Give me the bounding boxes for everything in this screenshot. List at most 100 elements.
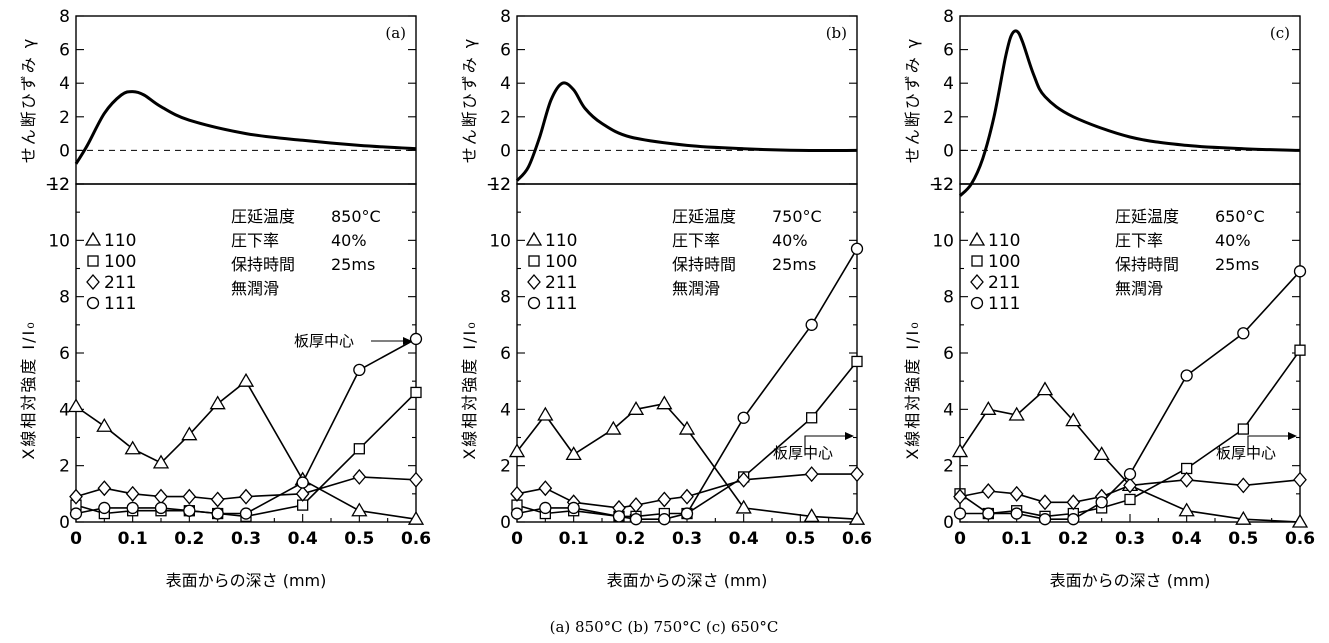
bottom-ytick-label: 0 — [59, 513, 70, 533]
top-ytick-label: 6 — [943, 41, 954, 61]
top-ylabel: せん断ひずみ γ — [903, 37, 922, 164]
bottom-ytick-label: 6 — [59, 344, 70, 364]
top-ytick-label: −2 — [486, 175, 511, 195]
data-point-211 — [295, 485, 310, 502]
data-point-110 — [803, 508, 820, 523]
data-point-111 — [1010, 507, 1023, 520]
data-point-211 — [1066, 494, 1081, 511]
condition-value: 40% — [331, 231, 367, 250]
xtick-label: 0 — [511, 529, 523, 549]
conditions-block: 圧延温度 850°C 圧下率 40% 保持時間 25ms 無潤滑 — [231, 207, 381, 298]
data-point-100 — [806, 412, 818, 424]
series-111 — [510, 242, 864, 526]
data-point-111 — [737, 411, 750, 424]
data-point-111 — [1180, 369, 1193, 382]
top-plot-frame — [959, 15, 1301, 185]
xtick-label: 0.5 — [785, 529, 815, 549]
series-line-111 — [516, 248, 858, 521]
xtick-label: 0.6 — [401, 529, 431, 549]
legend-marker-111 — [970, 296, 984, 310]
center-label: 板厚中心 — [773, 444, 833, 462]
condition-label: 無潤滑 — [231, 279, 279, 298]
data-point-111 — [183, 504, 196, 517]
data-point-111 — [658, 513, 671, 526]
data-point-111 — [567, 501, 580, 515]
legend-label: 100 — [988, 252, 1020, 272]
series-line-110 — [75, 379, 417, 520]
bottom-ytick-label: 8 — [943, 288, 954, 308]
condition-label: 圧延温度 — [1115, 207, 1179, 226]
top-ytick-label: 8 — [943, 7, 954, 27]
data-point-111 — [1123, 467, 1137, 481]
data-point-111 — [539, 501, 552, 515]
top-ytick-label: 2 — [500, 108, 511, 128]
data-point-111 — [1293, 265, 1307, 278]
legend-marker-110 — [968, 231, 986, 246]
top-ytick-label: −2 — [45, 175, 70, 195]
top-ytick-label: 2 — [943, 108, 954, 128]
data-point-111 — [211, 507, 224, 520]
top-ytick-label: 8 — [500, 7, 511, 27]
legend-marker-100 — [528, 255, 540, 267]
bottom-ytick-label: 0 — [943, 513, 954, 533]
data-point-211 — [1236, 477, 1251, 494]
data-point-110 — [537, 406, 554, 421]
series-111 — [953, 265, 1307, 526]
series-line-211 — [959, 478, 1301, 504]
data-point-111 — [612, 510, 626, 523]
legend-label: 110 — [988, 231, 1020, 251]
data-point-211 — [69, 488, 83, 505]
data-point-100 — [1237, 423, 1249, 435]
data-point-111 — [126, 501, 139, 515]
condition-value: 25ms — [1215, 255, 1259, 274]
top-ytick-label: 6 — [500, 41, 511, 61]
data-point-110 — [1235, 510, 1252, 525]
condition-label: 圧下率 — [672, 231, 720, 250]
bottom-ytick-label: 0 — [500, 513, 511, 533]
data-point-110 — [237, 372, 255, 387]
center-arrow-line — [804, 435, 849, 451]
legend-label: 211 — [545, 273, 577, 293]
data-point-211 — [125, 485, 140, 502]
condition-value: 850°C — [331, 207, 381, 226]
data-point-211 — [538, 480, 553, 497]
series-line-100 — [516, 360, 858, 518]
condition-label: 保持時間 — [672, 255, 736, 274]
data-point-110 — [1065, 412, 1082, 427]
data-point-111 — [409, 332, 423, 346]
xlabel: 表面からの深さ (mm) — [607, 571, 768, 590]
data-point-100 — [1124, 493, 1136, 506]
data-point-111 — [69, 507, 83, 520]
legend-label: 111 — [988, 294, 1020, 314]
data-point-211 — [1038, 494, 1052, 511]
xtick-label: 0.1 — [559, 529, 589, 549]
bottom-ylabel: X線相対強度 I/I₀ — [903, 320, 922, 459]
bottom-ytick-label: 6 — [943, 344, 954, 364]
data-point-211 — [953, 488, 967, 505]
center-arrow-head — [845, 432, 854, 440]
legend-marker-111 — [86, 296, 100, 310]
xtick-label: 0.5 — [344, 529, 374, 549]
shear-strain-curve — [515, 81, 858, 182]
data-point-111 — [353, 363, 366, 377]
bottom-ylabel: X線相対強度 I/I₀ — [19, 320, 38, 459]
data-point-110 — [565, 446, 582, 461]
top-ylabel: せん断ひずみ γ — [19, 37, 38, 164]
xtick-label: 0.1 — [1002, 529, 1032, 549]
xtick-label: 0.2 — [615, 529, 645, 549]
data-point-110 — [1008, 406, 1025, 421]
bottom-ytick-label: 2 — [943, 457, 954, 477]
data-point-110 — [1291, 513, 1309, 528]
top-plot-frame — [516, 15, 858, 185]
shear-strain-curve — [958, 29, 1301, 197]
condition-label: 圧下率 — [1115, 231, 1163, 250]
center-arrow-line — [1247, 435, 1292, 451]
data-point-211 — [981, 483, 996, 500]
bottom-ytick-label: 6 — [500, 344, 511, 364]
bottom-ytick-label: 12 — [48, 175, 70, 195]
series-line-110 — [959, 388, 1301, 523]
legend-label: 111 — [104, 294, 136, 314]
